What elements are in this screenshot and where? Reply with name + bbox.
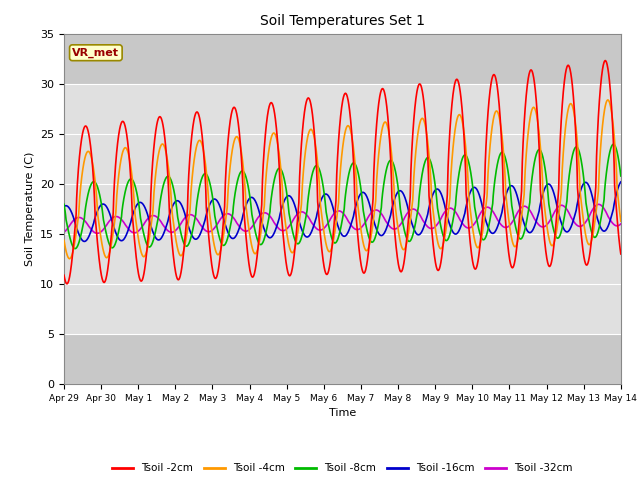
Title: Soil Temperatures Set 1: Soil Temperatures Set 1 (260, 14, 425, 28)
Y-axis label: Soil Temperature (C): Soil Temperature (C) (24, 152, 35, 266)
X-axis label: Time: Time (329, 408, 356, 418)
Bar (64, 84, 621, 334)
Legend: Tsoil -2cm, Tsoil -4cm, Tsoil -8cm, Tsoil -16cm, Tsoil -32cm: Tsoil -2cm, Tsoil -4cm, Tsoil -8cm, Tsoi… (108, 459, 577, 478)
Text: VR_met: VR_met (72, 48, 119, 58)
